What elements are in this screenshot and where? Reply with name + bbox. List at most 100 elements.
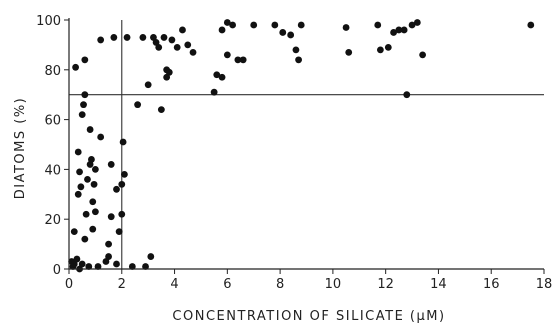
data-point <box>121 170 128 178</box>
y-tick-label: 0 <box>53 263 61 278</box>
data-point <box>376 46 384 54</box>
data-point <box>70 260 78 268</box>
data-point <box>81 91 89 99</box>
data-point <box>403 91 411 99</box>
data-point <box>119 138 127 146</box>
data-point <box>81 56 89 64</box>
data-point <box>218 73 226 81</box>
data-point <box>113 260 120 268</box>
data-point <box>155 43 163 51</box>
data-point <box>77 183 85 191</box>
data-point <box>74 148 82 156</box>
data-point <box>173 43 181 51</box>
x-tick-label: 8 <box>276 277 284 292</box>
x-tick-label: 4 <box>170 277 178 292</box>
x-tick-label: 10 <box>325 277 342 292</box>
data-point <box>160 34 168 41</box>
data-point <box>400 26 408 34</box>
data-point <box>168 36 176 44</box>
data-point <box>78 111 86 119</box>
data-point <box>118 180 126 188</box>
x-tick-label: 0 <box>65 277 73 292</box>
data-point <box>390 29 397 36</box>
x-axis-title: CONCENTRATION OF SILICATE (μM) <box>172 309 445 324</box>
x-tick-label: 14 <box>430 277 447 292</box>
data-point <box>210 88 218 96</box>
data-point <box>150 34 157 41</box>
data-point <box>295 56 302 64</box>
data-point <box>134 101 142 109</box>
data-point <box>89 225 97 233</box>
data-point <box>163 73 171 81</box>
data-point <box>123 34 131 41</box>
data-point <box>374 21 382 29</box>
data-point <box>70 228 78 236</box>
data-point <box>90 180 98 188</box>
data-point <box>342 24 350 31</box>
data-point <box>147 253 155 260</box>
data-point <box>81 235 89 243</box>
data-point <box>118 210 126 218</box>
x-tick-label: 6 <box>223 277 231 292</box>
y-tick-label: 60 <box>44 114 61 129</box>
data-point <box>102 258 110 265</box>
data-point <box>184 41 192 49</box>
data-point <box>179 26 186 34</box>
data-point <box>419 51 427 59</box>
data-point <box>88 156 95 163</box>
x-tick-label: 18 <box>536 277 553 292</box>
data-point <box>105 253 112 260</box>
data-point <box>91 166 99 173</box>
data-point <box>292 46 300 54</box>
data-point <box>105 240 112 248</box>
data-point <box>279 29 287 36</box>
data-point <box>213 71 221 79</box>
x-axis: 0 2 4 6 8 10 12 14 16 18 <box>65 268 553 292</box>
y-tick-label: 20 <box>44 213 61 228</box>
data-point <box>82 210 90 218</box>
data-point <box>94 263 102 270</box>
x-tick-label: 16 <box>483 277 500 292</box>
data-point <box>128 263 136 270</box>
data-point <box>223 19 231 26</box>
data-point <box>107 213 115 221</box>
data-point <box>76 168 83 176</box>
data-point <box>84 175 91 183</box>
data-point <box>239 56 247 64</box>
data-points <box>68 19 535 273</box>
data-point <box>287 31 295 39</box>
data-point <box>395 26 403 34</box>
reference-lines <box>69 20 544 269</box>
data-point <box>223 51 231 59</box>
data-point <box>97 36 105 44</box>
data-point <box>89 198 97 206</box>
data-point <box>413 19 421 26</box>
data-point <box>107 161 115 168</box>
x-tick-label: 12 <box>377 277 394 292</box>
data-point <box>234 56 242 64</box>
data-point <box>73 255 81 263</box>
y-tick-label: 40 <box>44 163 61 178</box>
data-point <box>157 106 165 114</box>
data-point <box>189 48 197 56</box>
data-point <box>139 34 147 41</box>
data-point <box>91 208 99 216</box>
data-point <box>271 21 279 29</box>
data-point <box>527 21 535 29</box>
data-point <box>165 68 173 76</box>
data-point <box>85 263 93 270</box>
y-axis: 0 20 40 60 80 100 <box>36 14 70 278</box>
data-point <box>80 101 87 109</box>
data-point <box>408 21 416 29</box>
data-point <box>110 34 118 41</box>
x-tick-label: 2 <box>118 277 126 292</box>
data-point <box>144 81 152 89</box>
data-point <box>86 126 94 133</box>
data-point <box>97 133 105 141</box>
data-point <box>297 21 305 29</box>
data-point <box>78 260 86 268</box>
data-point <box>113 185 120 193</box>
data-point <box>74 190 82 198</box>
data-point <box>250 21 258 29</box>
